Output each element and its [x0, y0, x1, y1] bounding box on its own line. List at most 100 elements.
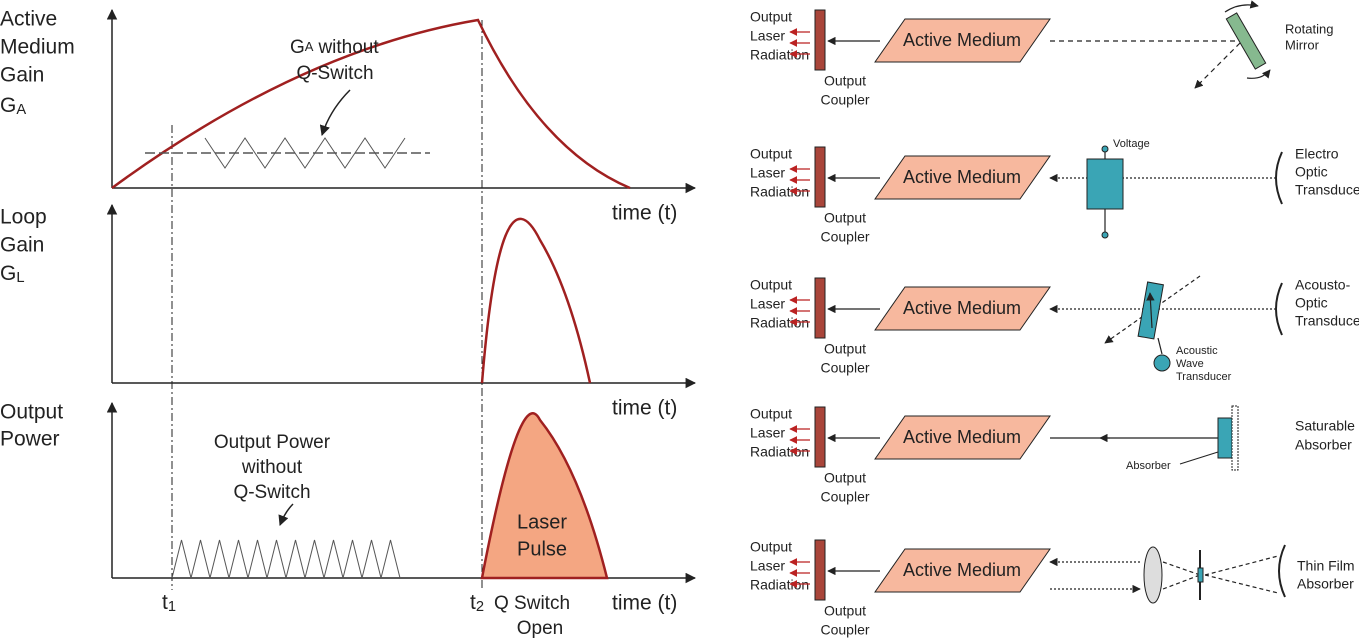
axis-title: Medium	[0, 36, 75, 59]
device-label: Optic	[1295, 164, 1328, 180]
output-label: Laser	[750, 296, 785, 312]
power-oscillation	[171, 539, 401, 579]
coupler-label: Coupler	[820, 229, 869, 245]
absorber	[1217, 417, 1233, 459]
annotation-main: G	[290, 37, 305, 58]
beam	[1162, 574, 1201, 590]
coupler-label: Output	[824, 603, 866, 619]
transducer	[1153, 354, 1171, 372]
device-label: Absorber	[1295, 437, 1352, 453]
output-coupler	[814, 146, 826, 208]
output-coupler	[814, 277, 826, 339]
device-label: Optic	[1295, 295, 1328, 311]
transducer-label: Wave	[1176, 358, 1204, 370]
rotation-arrow	[1246, 69, 1271, 79]
output-label: Output	[750, 146, 792, 162]
device-label: Transducer	[1295, 313, 1359, 329]
coupler-label: Coupler	[820, 92, 869, 108]
coupler-label: Output	[824, 210, 866, 226]
axis-title: Power	[0, 428, 60, 451]
beam	[1204, 574, 1279, 594]
absorber-label: Absorber	[1126, 460, 1171, 472]
rotation-arrow	[1224, 0, 1259, 13]
output-label: Output	[750, 277, 792, 293]
output-label: Radiation	[750, 47, 809, 63]
pulse-label: Laser	[517, 511, 567, 533]
device-label: Saturable	[1295, 418, 1355, 434]
coupler-label: Coupler	[820, 622, 869, 638]
pulse-label: Pulse	[517, 538, 567, 560]
device-label: Acousto-	[1295, 277, 1351, 293]
time-label: time (t)	[612, 397, 677, 420]
output-coupler	[814, 406, 826, 468]
power-annotation: Q-Switch	[233, 482, 310, 503]
terminal	[1101, 231, 1109, 239]
coupler-label: Output	[824, 73, 866, 89]
gain-symbol-sub: A	[16, 102, 26, 118]
coupler-label: Output	[824, 470, 866, 486]
coupler-label: Coupler	[820, 360, 869, 376]
transducer-label: Transducer	[1176, 371, 1232, 383]
medium-label: Active Medium	[903, 298, 1021, 318]
output-coupler	[814, 539, 826, 601]
mirror	[1275, 282, 1283, 336]
power-annotation: without	[241, 457, 303, 478]
device-label: Electro	[1295, 146, 1339, 162]
beam	[1194, 42, 1241, 89]
leader	[1179, 451, 1219, 465]
active-medium	[874, 548, 1051, 593]
active-medium	[874, 155, 1051, 200]
output-label: Radiation	[750, 444, 809, 460]
loop-symbol-sub: L	[16, 270, 24, 286]
axis-title: Gain	[0, 234, 44, 257]
loop-symbol: GL	[0, 262, 25, 287]
output-label: Laser	[750, 165, 785, 181]
t2-label-main: t	[470, 591, 476, 614]
power-annotation: Output Power	[214, 432, 331, 453]
gain-annotation: GA without	[290, 37, 379, 58]
lens	[1143, 546, 1163, 604]
switch-label: Q Switch	[494, 593, 570, 614]
time-label: time (t)	[612, 202, 677, 225]
beam	[1162, 561, 1201, 576]
laser-pulse	[480, 412, 609, 580]
mirror	[1275, 151, 1283, 205]
output-label: Radiation	[750, 184, 809, 200]
gain-symbol: GA	[0, 94, 26, 119]
t2-label-sub: 2	[476, 599, 484, 615]
t2-label: t2	[470, 591, 484, 616]
annotation-sub: A	[305, 39, 314, 54]
device-label: Mirror	[1285, 37, 1320, 52]
gain-symbol-main: G	[0, 94, 16, 117]
loop-gain-curve	[480, 217, 592, 384]
output-label: Output	[750, 406, 792, 422]
medium-label: Active Medium	[903, 427, 1021, 447]
mirror	[1278, 544, 1286, 598]
time-label: time (t)	[612, 592, 677, 615]
transducer-label: Acoustic	[1176, 345, 1218, 357]
output-coupler	[814, 9, 826, 71]
active-medium	[874, 415, 1051, 460]
gain-curve	[111, 18, 631, 190]
coupler-label: Output	[824, 341, 866, 357]
output-label: Radiation	[750, 315, 809, 331]
axis-title: Gain	[0, 64, 44, 87]
gain-annotation: Q-Switch	[296, 63, 373, 84]
rotating-mirror	[1225, 12, 1267, 70]
medium-label: Active Medium	[903, 560, 1021, 580]
mirror	[1231, 405, 1239, 471]
t1-label-main: t	[162, 591, 168, 614]
t1-label-sub: 1	[168, 599, 176, 615]
axis-title: Output	[0, 401, 63, 424]
wire	[1157, 337, 1163, 355]
terminal	[1101, 145, 1109, 153]
pockels-cell	[1086, 158, 1124, 210]
device-label: Thin Film	[1297, 558, 1355, 574]
output-label: Radiation	[750, 577, 809, 593]
device-label: Rotating	[1285, 21, 1333, 36]
medium-label: Active Medium	[903, 167, 1021, 187]
beam	[1204, 555, 1279, 576]
device-label: Absorber	[1297, 576, 1354, 592]
medium-label: Active Medium	[903, 30, 1021, 50]
